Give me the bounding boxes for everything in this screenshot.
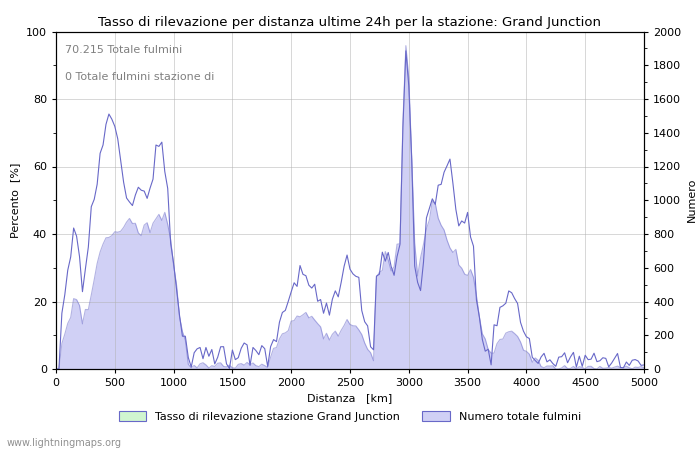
Text: 0 Totale fulmini stazione di: 0 Totale fulmini stazione di [65,72,214,82]
Title: Tasso di rilevazione per distanza ultime 24h per la stazione: Grand Junction: Tasso di rilevazione per distanza ultime… [99,16,601,29]
Y-axis label: Numero: Numero [687,178,696,222]
Text: 70.215 Totale fulmini: 70.215 Totale fulmini [65,45,182,55]
Legend: Tasso di rilevazione stazione Grand Junction, Numero totale fulmini: Tasso di rilevazione stazione Grand Junc… [114,407,586,427]
Text: www.lightningmaps.org: www.lightningmaps.org [7,437,122,447]
Y-axis label: Percento  [%]: Percento [%] [10,162,20,238]
X-axis label: Distanza   [km]: Distanza [km] [307,394,393,404]
